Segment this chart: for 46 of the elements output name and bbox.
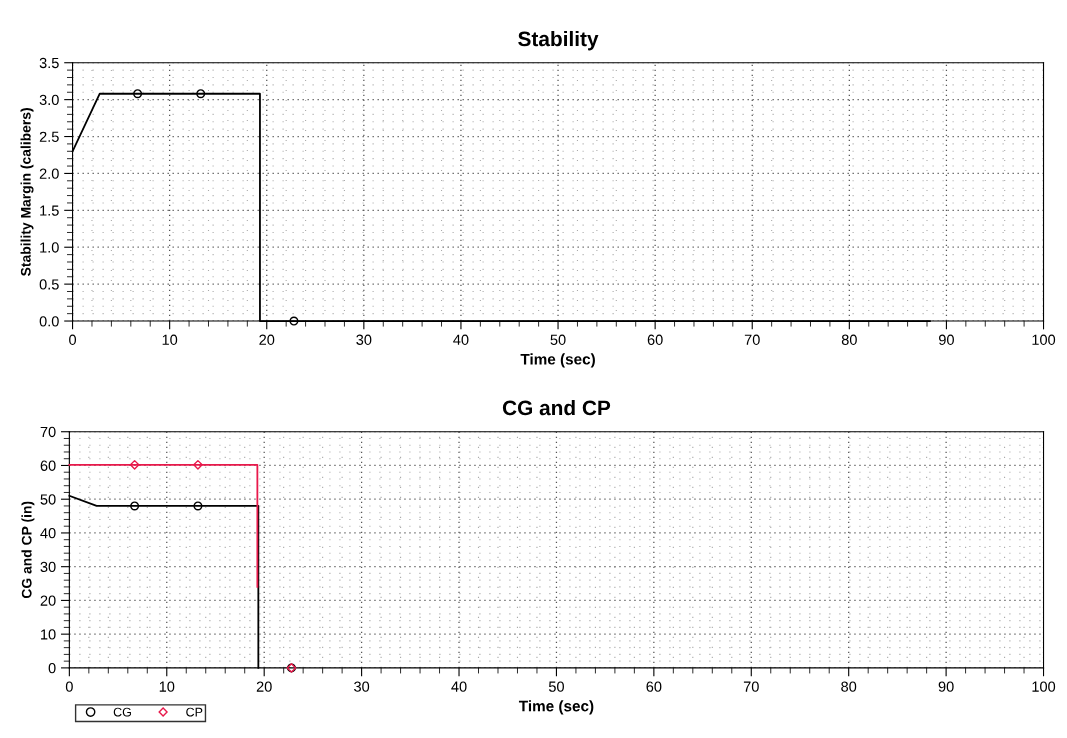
x-tick-label: 30	[356, 334, 372, 345]
x-tick-label: 10	[159, 681, 175, 692]
y-tick-label: 1.5	[40, 205, 59, 216]
y-tick-label: 20	[40, 595, 56, 606]
x-tick-label: 80	[841, 681, 857, 692]
x-tick-label: 0	[65, 681, 73, 692]
y-axis-title: CG and CP (in)	[21, 501, 35, 599]
legend-label: CP	[186, 707, 203, 717]
y-tick-label: 10	[41, 629, 56, 640]
y-tick-label: 0.5	[39, 279, 59, 290]
x-tick-label: 10	[162, 334, 178, 345]
x-axis-title: Time (sec)	[520, 353, 595, 368]
y-tick-label: 50	[40, 494, 56, 505]
y-axis-title: Stability Margin (calibers)	[20, 108, 34, 276]
x-tick-label: 80	[841, 334, 857, 345]
y-tick-label: 2.0	[39, 168, 59, 179]
x-tick-label: 20	[256, 681, 272, 692]
x-tick-label: 0	[69, 334, 77, 345]
y-tick-label: 0	[48, 662, 56, 674]
y-tick-label: 70	[40, 426, 56, 438]
x-tick-label: 100	[1032, 334, 1056, 345]
x-tick-label: 90	[938, 681, 954, 692]
x-tick-label: 30	[354, 681, 370, 692]
y-tick-label: 0.0	[39, 316, 59, 327]
y-tick-label: 30	[40, 561, 56, 573]
x-tick-label: 60	[647, 334, 663, 345]
y-tick-label: 60	[40, 460, 56, 471]
x-tick-label: 20	[259, 334, 275, 345]
legend-label: CG	[113, 707, 131, 717]
x-tick-label: 40	[451, 681, 467, 692]
x-tick-label: 70	[743, 681, 759, 692]
y-tick-label: 1.0	[40, 242, 59, 253]
y-tick-label: 40	[40, 528, 56, 539]
x-tick-label: 100	[1032, 681, 1056, 692]
x-tick-label: 70	[744, 334, 760, 345]
y-tick-label: 3.0	[39, 94, 59, 106]
x-tick-label: 40	[453, 334, 469, 345]
y-tick-label: 3.5	[39, 57, 59, 69]
x-tick-label: 90	[939, 334, 954, 345]
x-axis-title: Time (sec)	[518, 700, 594, 715]
chart-title: Stability	[518, 30, 599, 51]
x-tick-label: 50	[550, 334, 566, 345]
y-tick-label: 2.5	[39, 131, 59, 142]
x-tick-label: 50	[548, 681, 564, 692]
x-tick-label: 60	[646, 681, 662, 692]
chart-title: CG and CP	[502, 399, 611, 416]
